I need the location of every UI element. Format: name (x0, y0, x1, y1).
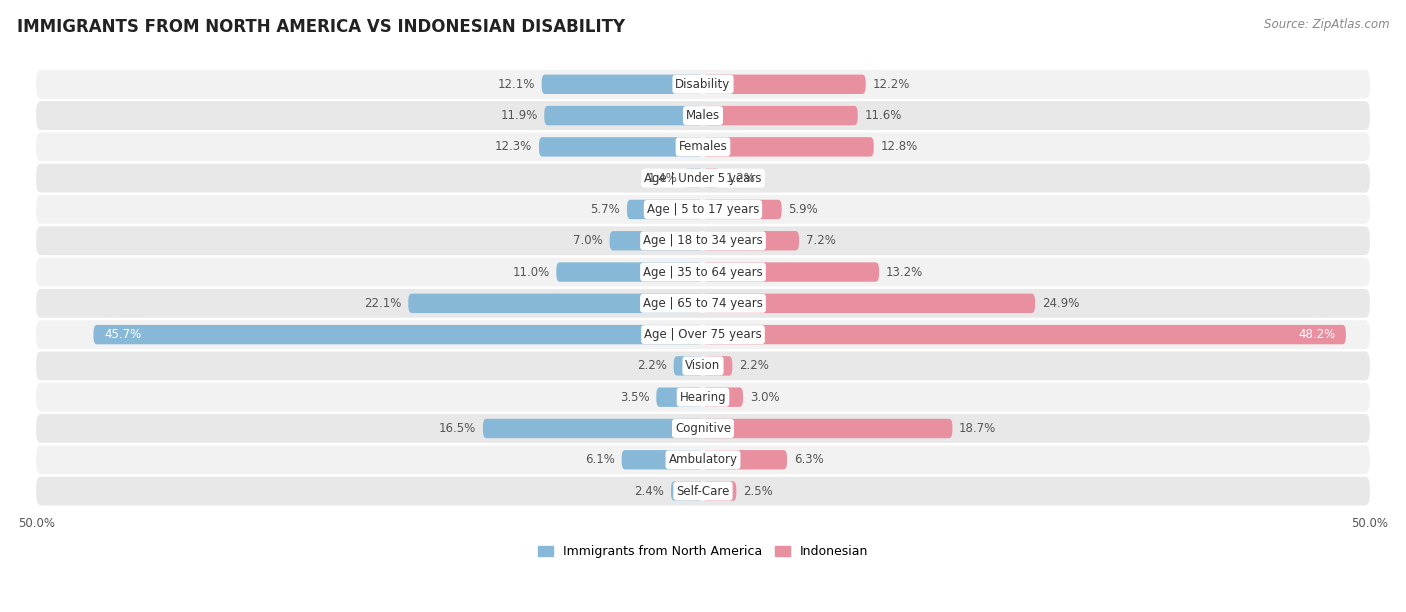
Text: 48.2%: 48.2% (1298, 328, 1336, 341)
FancyBboxPatch shape (703, 200, 782, 219)
Text: Age | Over 75 years: Age | Over 75 years (644, 328, 762, 341)
FancyBboxPatch shape (37, 70, 1369, 99)
FancyBboxPatch shape (673, 356, 703, 376)
FancyBboxPatch shape (703, 168, 718, 188)
Text: Age | 18 to 34 years: Age | 18 to 34 years (643, 234, 763, 247)
Text: 3.0%: 3.0% (749, 390, 779, 404)
FancyBboxPatch shape (703, 75, 866, 94)
Text: IMMIGRANTS FROM NORTH AMERICA VS INDONESIAN DISABILITY: IMMIGRANTS FROM NORTH AMERICA VS INDONES… (17, 18, 626, 36)
Text: 5.9%: 5.9% (789, 203, 818, 216)
Text: Source: ZipAtlas.com: Source: ZipAtlas.com (1264, 18, 1389, 31)
Text: 12.1%: 12.1% (498, 78, 534, 91)
FancyBboxPatch shape (482, 419, 703, 438)
Text: 11.0%: 11.0% (512, 266, 550, 278)
FancyBboxPatch shape (408, 294, 703, 313)
Text: 16.5%: 16.5% (439, 422, 477, 435)
Text: 2.4%: 2.4% (634, 485, 664, 498)
Text: Males: Males (686, 109, 720, 122)
Text: 12.8%: 12.8% (880, 140, 918, 154)
Text: 6.1%: 6.1% (585, 453, 614, 466)
FancyBboxPatch shape (627, 200, 703, 219)
Text: Age | 35 to 64 years: Age | 35 to 64 years (643, 266, 763, 278)
Text: Vision: Vision (685, 359, 721, 372)
FancyBboxPatch shape (37, 414, 1369, 443)
Text: 11.6%: 11.6% (865, 109, 901, 122)
FancyBboxPatch shape (703, 356, 733, 376)
FancyBboxPatch shape (703, 419, 952, 438)
FancyBboxPatch shape (37, 289, 1369, 318)
FancyBboxPatch shape (703, 263, 879, 282)
Text: 2.2%: 2.2% (740, 359, 769, 372)
Text: Cognitive: Cognitive (675, 422, 731, 435)
FancyBboxPatch shape (703, 137, 873, 157)
Legend: Immigrants from North America, Indonesian: Immigrants from North America, Indonesia… (533, 540, 873, 563)
FancyBboxPatch shape (703, 231, 799, 250)
Text: 7.2%: 7.2% (806, 234, 835, 247)
Text: 22.1%: 22.1% (364, 297, 402, 310)
Text: 45.7%: 45.7% (104, 328, 142, 341)
FancyBboxPatch shape (703, 106, 858, 125)
Text: 13.2%: 13.2% (886, 266, 922, 278)
Text: 24.9%: 24.9% (1042, 297, 1080, 310)
FancyBboxPatch shape (703, 387, 742, 407)
Text: Ambulatory: Ambulatory (668, 453, 738, 466)
FancyBboxPatch shape (703, 482, 737, 501)
FancyBboxPatch shape (37, 477, 1369, 506)
Text: 7.0%: 7.0% (574, 234, 603, 247)
Text: 1.2%: 1.2% (725, 171, 755, 185)
Text: Disability: Disability (675, 78, 731, 91)
Text: Age | 65 to 74 years: Age | 65 to 74 years (643, 297, 763, 310)
Text: 5.7%: 5.7% (591, 203, 620, 216)
Text: Hearing: Hearing (679, 390, 727, 404)
Text: Age | Under 5 years: Age | Under 5 years (644, 171, 762, 185)
Text: 12.2%: 12.2% (872, 78, 910, 91)
Text: 12.3%: 12.3% (495, 140, 533, 154)
Text: 18.7%: 18.7% (959, 422, 997, 435)
Text: Age | 5 to 17 years: Age | 5 to 17 years (647, 203, 759, 216)
Text: 2.2%: 2.2% (637, 359, 666, 372)
FancyBboxPatch shape (37, 446, 1369, 474)
FancyBboxPatch shape (37, 164, 1369, 193)
FancyBboxPatch shape (685, 168, 703, 188)
Text: 3.5%: 3.5% (620, 390, 650, 404)
FancyBboxPatch shape (37, 351, 1369, 380)
FancyBboxPatch shape (657, 387, 703, 407)
FancyBboxPatch shape (37, 132, 1369, 162)
FancyBboxPatch shape (37, 258, 1369, 286)
FancyBboxPatch shape (703, 450, 787, 469)
Text: 2.5%: 2.5% (742, 485, 773, 498)
FancyBboxPatch shape (610, 231, 703, 250)
FancyBboxPatch shape (37, 195, 1369, 224)
FancyBboxPatch shape (37, 320, 1369, 349)
Text: 11.9%: 11.9% (501, 109, 537, 122)
Text: 6.3%: 6.3% (794, 453, 824, 466)
FancyBboxPatch shape (544, 106, 703, 125)
FancyBboxPatch shape (538, 137, 703, 157)
Text: 1.4%: 1.4% (648, 171, 678, 185)
FancyBboxPatch shape (621, 450, 703, 469)
FancyBboxPatch shape (703, 294, 1035, 313)
Text: Self-Care: Self-Care (676, 485, 730, 498)
Text: Females: Females (679, 140, 727, 154)
FancyBboxPatch shape (37, 382, 1369, 412)
FancyBboxPatch shape (37, 101, 1369, 130)
FancyBboxPatch shape (37, 226, 1369, 255)
FancyBboxPatch shape (541, 75, 703, 94)
FancyBboxPatch shape (557, 263, 703, 282)
FancyBboxPatch shape (671, 482, 703, 501)
FancyBboxPatch shape (703, 325, 1346, 345)
FancyBboxPatch shape (94, 325, 703, 345)
